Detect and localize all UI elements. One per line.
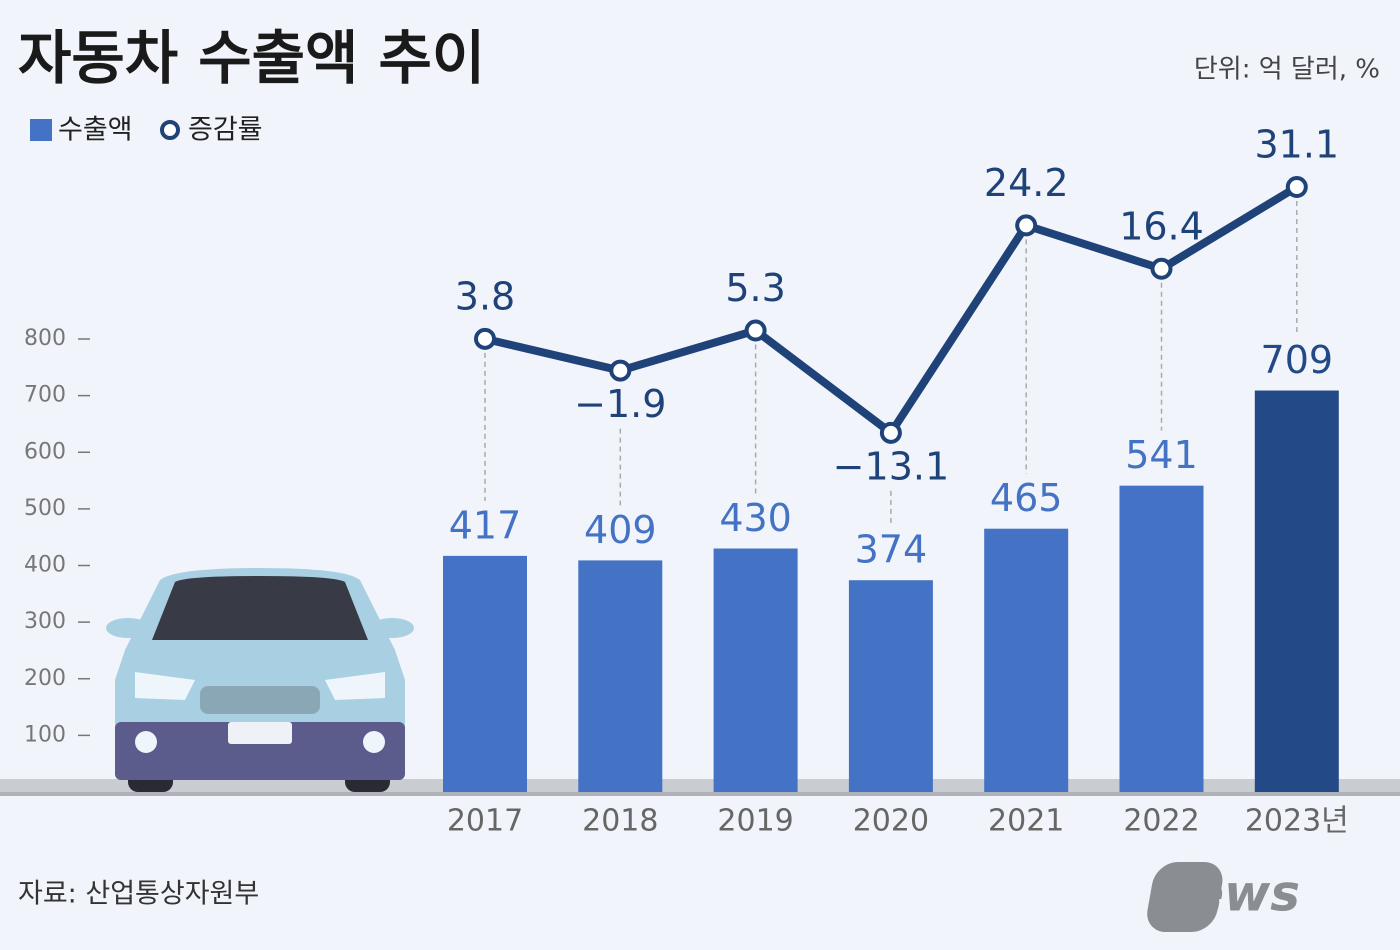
x-tick-label: 2021 xyxy=(988,804,1064,839)
bar xyxy=(1119,485,1204,792)
logo-number: 1 xyxy=(1325,864,1361,924)
line-point xyxy=(1015,214,1038,237)
y-tick-label: 600 xyxy=(24,439,66,464)
x-tick-label: 2017 xyxy=(447,804,523,839)
unit-label: 단위: 억 달러, % xyxy=(1194,55,1380,85)
x-tick-label: 2022 xyxy=(1123,804,1199,839)
legend-swatch xyxy=(30,119,52,141)
bar-value-label: 417 xyxy=(449,503,522,547)
bar-value-label: 709 xyxy=(1261,338,1334,382)
x-tick-label: 2018 xyxy=(582,804,658,839)
line-value-label: 16.4 xyxy=(1119,204,1204,248)
car-illustration xyxy=(106,568,414,792)
line-value-label: 5.3 xyxy=(725,266,785,310)
bar-value-label: 430 xyxy=(719,496,792,540)
bar-value-label: 374 xyxy=(855,528,928,572)
bar xyxy=(1254,390,1339,792)
line-point xyxy=(1285,176,1308,199)
bar xyxy=(443,555,527,792)
line-point xyxy=(879,421,902,444)
logo-badge xyxy=(1147,862,1223,932)
y-tick-label: 400 xyxy=(24,553,66,578)
line-point xyxy=(609,359,632,382)
bar-value-label: 465 xyxy=(990,476,1063,520)
bar-value-label: 541 xyxy=(1125,433,1198,477)
line-point xyxy=(1150,257,1173,280)
y-tick-label: 100 xyxy=(24,722,66,747)
y-tick-label: 200 xyxy=(24,666,66,691)
bar xyxy=(578,560,663,792)
bar xyxy=(713,548,798,792)
line-series: 3.8 −1.9 5.3 −13.1 24.2 16.4 31.1 xyxy=(455,123,1339,526)
line-value-label: −13.1 xyxy=(833,444,949,488)
x-tick-label: 2020 xyxy=(853,804,929,839)
ground-edge xyxy=(0,792,1400,796)
legend-label: 수출액 xyxy=(58,115,133,146)
y-tick-label: 500 xyxy=(24,496,66,521)
x-tick-label: 2023년 xyxy=(1245,804,1349,839)
bar xyxy=(848,580,933,792)
line-point xyxy=(474,327,496,350)
y-tick-label: 800 xyxy=(24,326,66,351)
y-tick-label: 700 xyxy=(24,383,66,408)
y-tick-label: 300 xyxy=(24,609,66,634)
x-tick-label: 2019 xyxy=(717,804,793,839)
line-value-label: 3.8 xyxy=(455,274,515,318)
line-value-label: −1.9 xyxy=(574,382,666,426)
chart-title: 자동차 수출액 추이 xyxy=(18,24,485,92)
source: 자료: 산업통상자원부 xyxy=(18,879,259,910)
legend-swatch xyxy=(160,120,180,140)
line-value-label: 24.2 xyxy=(984,161,1069,205)
line-point xyxy=(744,319,767,342)
bar-value-label: 409 xyxy=(584,508,657,552)
bar xyxy=(984,528,1069,792)
legend-label: 증감률 xyxy=(188,115,263,146)
line-value-label: 31.1 xyxy=(1254,123,1339,167)
